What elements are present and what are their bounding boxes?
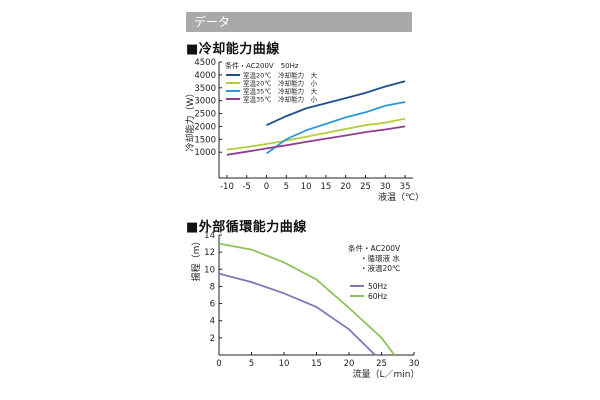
circulation-y-tick-label: 4 — [210, 317, 215, 327]
cooling-x-tick-label: 15 — [320, 182, 331, 192]
cooling-series-line — [266, 80, 406, 127]
cooling-y-tick-label: 3000 — [194, 97, 216, 107]
circulation-legend-label: 50Hz — [368, 282, 387, 291]
cooling-series-line — [226, 125, 406, 156]
cooling-legend-label: 室温20℃ 冷却能力 小 — [243, 79, 318, 88]
cooling-y-tick-label: 4000 — [194, 71, 216, 81]
cooling-x-tick-label: 35 — [400, 182, 411, 192]
cooling-y-tick-label: 2500 — [194, 110, 216, 120]
cooling-legend-label: 室温35℃ 冷却能力 小 — [243, 95, 318, 104]
cooling-legend-label: 室温35℃ 冷却能力 大 — [243, 87, 318, 96]
circulation-condition-text: 条件・AC200V — [348, 243, 401, 253]
circulation-x-tick-label: 15 — [311, 359, 322, 369]
cooling-x-tick-label: -10 — [220, 182, 234, 192]
circulation-y-tick-label: 2 — [210, 334, 215, 344]
circulation-series-line — [218, 272, 376, 356]
circulation-legend-label: 60Hz — [368, 292, 387, 301]
cooling-legend-title: 条件・AC200V 50Hz — [225, 61, 299, 70]
circulation-y-tick-label: 12 — [204, 248, 215, 258]
circulation-x-tick-label: 30 — [409, 359, 420, 369]
circulation-x-tick-label: 5 — [249, 359, 254, 369]
cooling-y-tick-label: 3500 — [194, 84, 216, 94]
cooling-y-tick-label: 2000 — [194, 122, 216, 132]
cooling-x-tick-label: -5 — [242, 182, 250, 192]
cooling-x-tick-label: 25 — [360, 182, 371, 192]
cooling-y-tick-label: 1000 — [194, 148, 216, 158]
circulation-y-tick-label: 10 — [204, 265, 215, 275]
circulation-x-tick-label: 25 — [376, 359, 387, 369]
cooling-series-line — [226, 117, 406, 151]
cooling-y-axis-label: 冷却能力（W） — [184, 89, 196, 152]
section-title-bar: データ — [186, 12, 412, 32]
cooling-y-tick-label: 1500 — [194, 135, 216, 145]
cooling-legend-label: 室温20℃ 冷却能力 大 — [243, 71, 318, 80]
circulation-x-tick-label: 20 — [344, 359, 355, 369]
circulation-condition-text: ・液温20℃ — [360, 263, 400, 273]
circulation-y-tick-label: 14 — [204, 231, 215, 241]
circulation-y-axis-label: 揚程（m） — [190, 237, 202, 282]
cooling-y-tick-label: 4500 — [194, 58, 216, 68]
cooling-x-axis-label: 液温（℃） — [378, 191, 424, 203]
cooling-chart-title: ■冷却能力曲線 — [186, 42, 280, 57]
cooling-x-tick-label: 0 — [264, 182, 269, 192]
circulation-series-line — [218, 242, 396, 356]
cooling-x-tick-label: 30 — [380, 182, 391, 192]
circulation-y-tick-label: 6 — [210, 300, 215, 310]
cooling-x-tick-label: 20 — [340, 182, 351, 192]
cooling-x-tick-label: 5 — [284, 182, 289, 192]
circulation-x-tick-label: 0 — [216, 359, 221, 369]
cooling-x-tick-label: 10 — [301, 182, 312, 192]
circulation-y-tick-label: 8 — [210, 282, 215, 292]
section-title: データ — [194, 15, 231, 29]
cooling-series-line — [265, 101, 406, 155]
circulation-chart-title: ■外部循環能力曲線 — [186, 220, 307, 235]
circulation-x-axis-label: 流量（L／min） — [353, 368, 420, 380]
circulation-condition-text: ・循環液 水 — [360, 253, 400, 263]
circulation-x-tick-label: 10 — [279, 359, 290, 369]
